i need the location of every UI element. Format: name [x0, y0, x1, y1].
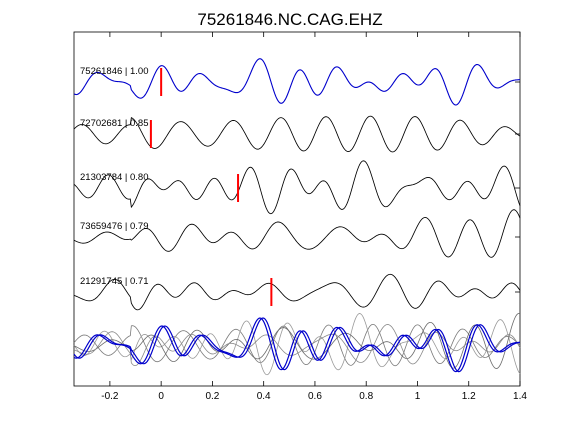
- overlay-trace: [73, 312, 521, 369]
- trace-73659476: [73, 209, 521, 258]
- trace-75261846: [73, 58, 521, 106]
- traces-layer: [73, 58, 521, 311]
- x-tick-label: 1.2: [462, 391, 476, 402]
- trace-72702681: [73, 115, 521, 153]
- trace-labels: 75261846 | 1.00 72702681 | 0.85 21303784 |…: [80, 66, 149, 287]
- plot-frame: [73, 31, 521, 387]
- trace-label-72702681: 72702681 | 0.85: [80, 118, 149, 129]
- pick-markers: [149, 68, 273, 306]
- x-tick-label: 1.4: [513, 391, 527, 402]
- x-tick-label: 0.6: [308, 391, 322, 402]
- x-tick-label: -0.2: [101, 391, 119, 402]
- x-tick-label: 0.4: [257, 391, 271, 402]
- trace-21303784: [73, 160, 521, 215]
- chart-title: 75261846.NC.CAG.EHZ: [197, 10, 382, 29]
- trace-21291745: [73, 273, 521, 311]
- x-tick-label: 1: [415, 391, 421, 402]
- trace-label-21303784: 21303784 | 0.80: [80, 172, 149, 183]
- trace-label-21291745: 21291745 | 0.71: [80, 276, 149, 287]
- x-tick-label: 0: [158, 391, 164, 402]
- trace-label-73659476: 73659476 | 0.79: [80, 221, 149, 232]
- overlay-trace: [73, 317, 521, 373]
- x-tick-label: 0.8: [359, 391, 373, 402]
- x-axis: -0.2 0 0.2 0.4 0.6 0.8 1 1.2 1.4: [101, 32, 527, 402]
- aligned-overlay: [73, 312, 521, 376]
- trace-label-75261846: 75261846 | 1.00: [80, 66, 149, 77]
- overlay-trace: [73, 317, 521, 373]
- x-tick-label: 0.2: [205, 391, 219, 402]
